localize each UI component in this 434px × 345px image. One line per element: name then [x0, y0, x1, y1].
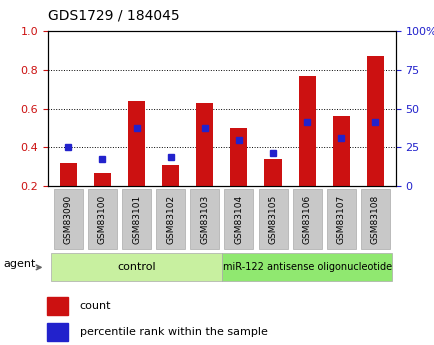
Text: GSM83102: GSM83102: [166, 195, 175, 244]
FancyBboxPatch shape: [122, 189, 151, 249]
Bar: [332, 117, 349, 186]
Text: miR-122 antisense oligonucleotide: miR-122 antisense oligonucleotide: [222, 262, 391, 272]
Text: GSM83107: GSM83107: [336, 195, 345, 244]
Bar: [162, 165, 179, 186]
FancyBboxPatch shape: [360, 189, 389, 249]
FancyBboxPatch shape: [190, 189, 219, 249]
FancyBboxPatch shape: [54, 189, 82, 249]
Text: count: count: [80, 301, 111, 311]
Text: percentile rank within the sample: percentile rank within the sample: [80, 327, 267, 337]
Text: GSM83100: GSM83100: [98, 195, 107, 244]
FancyBboxPatch shape: [292, 189, 321, 249]
Bar: [128, 101, 145, 186]
FancyBboxPatch shape: [224, 189, 253, 249]
Text: GSM83103: GSM83103: [200, 195, 209, 244]
Bar: [230, 128, 247, 186]
Text: GSM83101: GSM83101: [132, 195, 141, 244]
Bar: [264, 159, 281, 186]
Bar: [94, 173, 111, 186]
Text: GSM83104: GSM83104: [234, 195, 243, 244]
Text: control: control: [117, 262, 155, 272]
Bar: [46, 297, 68, 315]
Text: GSM83090: GSM83090: [64, 195, 72, 244]
FancyBboxPatch shape: [258, 189, 287, 249]
FancyBboxPatch shape: [326, 189, 355, 249]
Bar: [221, 253, 391, 282]
Bar: [298, 76, 315, 186]
Bar: [196, 103, 213, 186]
Text: GDS1729 / 184045: GDS1729 / 184045: [48, 8, 179, 22]
Bar: [366, 56, 383, 186]
Text: GSM83108: GSM83108: [370, 195, 379, 244]
FancyBboxPatch shape: [88, 189, 117, 249]
Bar: [51, 253, 221, 282]
Bar: [59, 163, 77, 186]
Text: agent: agent: [4, 259, 36, 269]
Text: GSM83105: GSM83105: [268, 195, 277, 244]
FancyBboxPatch shape: [156, 189, 185, 249]
Bar: [46, 323, 68, 341]
Text: GSM83106: GSM83106: [302, 195, 311, 244]
